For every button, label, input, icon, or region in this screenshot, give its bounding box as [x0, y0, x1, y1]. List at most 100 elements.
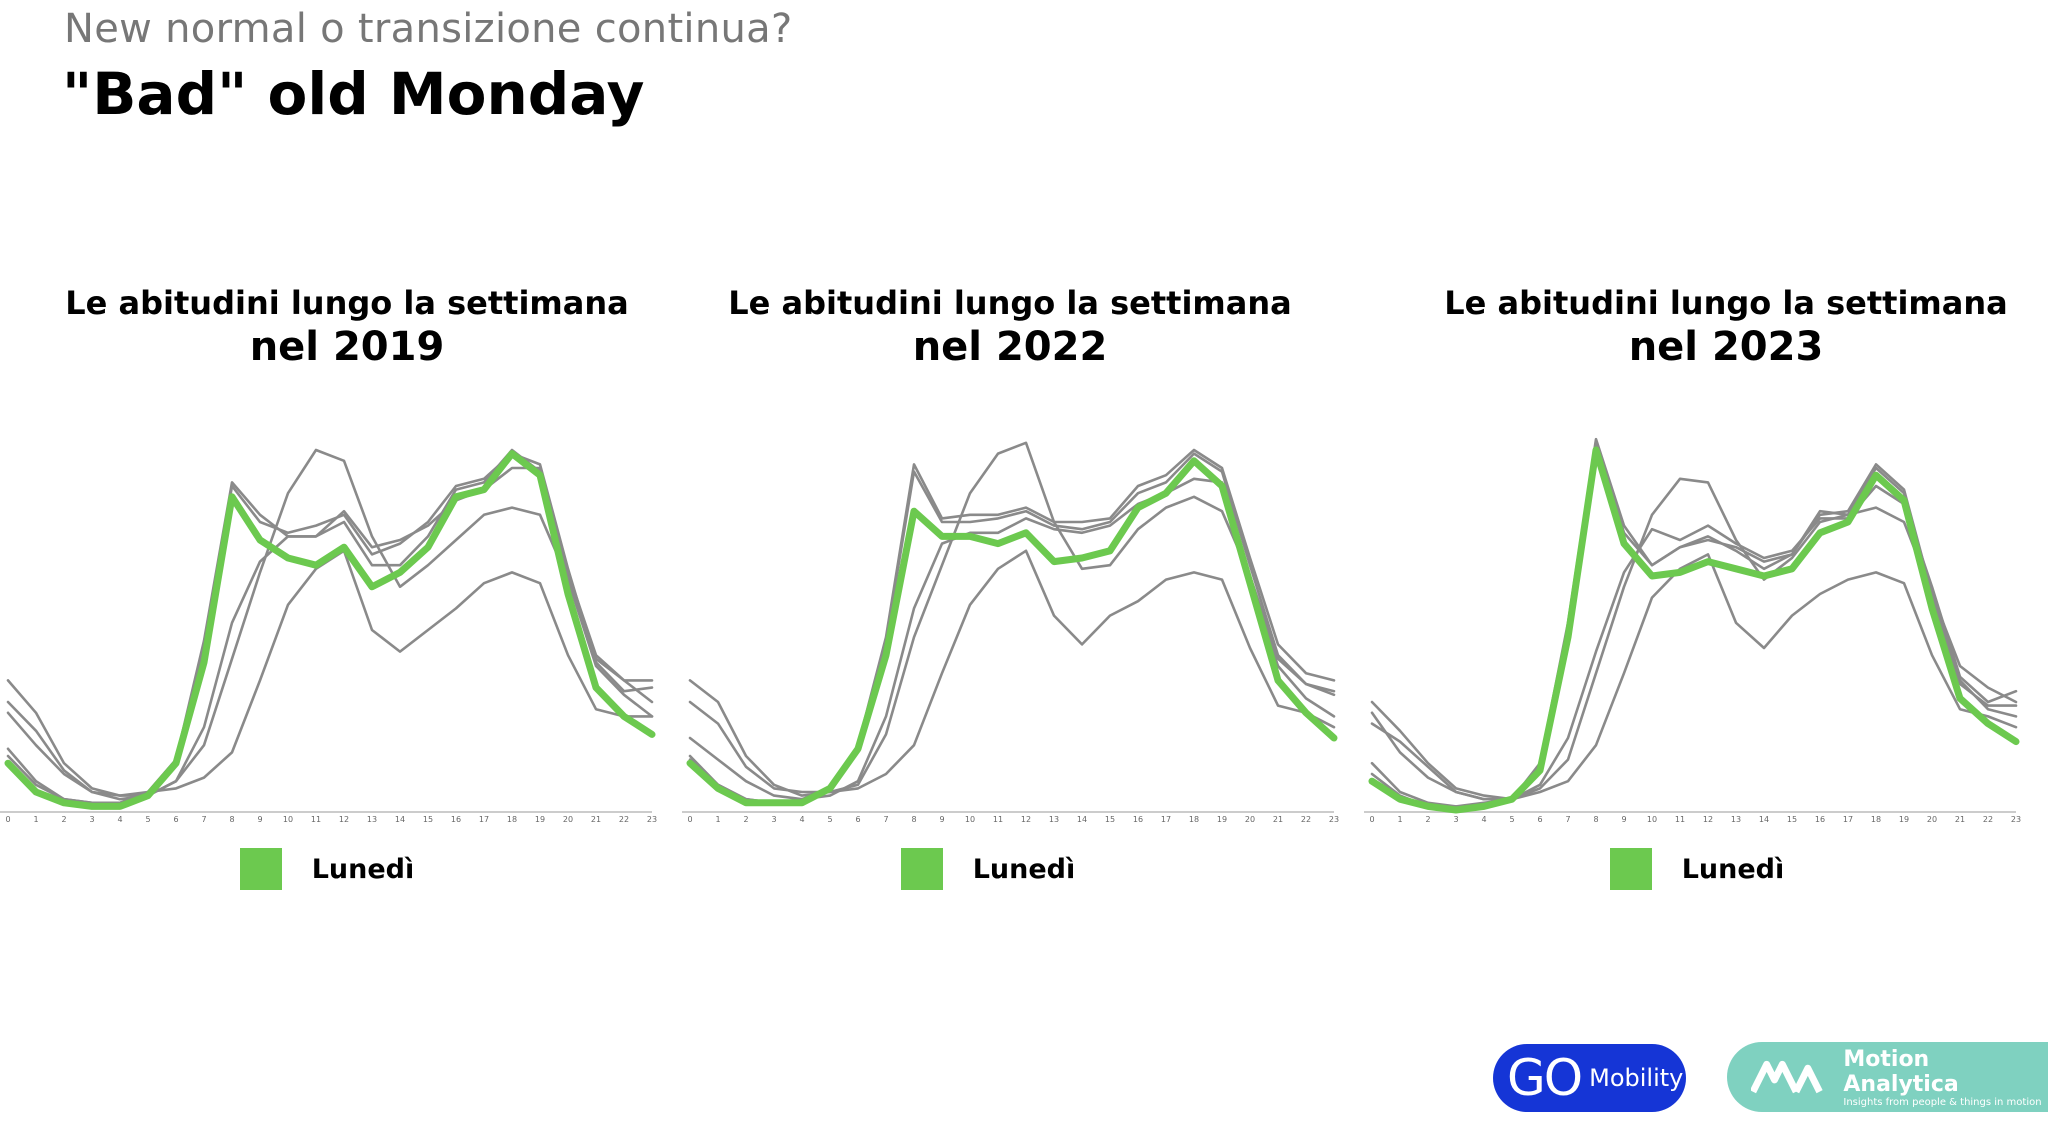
x-tick-label: 4 — [117, 815, 122, 824]
x-tick-label: 19 — [1899, 815, 1909, 824]
x-tick-label: 18 — [1871, 815, 1881, 824]
x-tick-label: 16 — [1815, 815, 1825, 824]
line-chart-2022: 0 1 2 3 4 5 6 7 8 9 10 11 12 13 14 15 16 17 18 19 20 21 22 23 — [682, 441, 1339, 824]
x-tick-label: 2 — [743, 815, 748, 824]
chart-legend: Lunedì — [1367, 848, 2027, 890]
chart-legend: Lunedì — [658, 848, 1318, 890]
series-line-lunedi — [4, 450, 656, 810]
ma-title: Motion Analytica — [1843, 1046, 1959, 1097]
chart-heading: Le abitudini lungo la settimana nel 2023 — [1396, 282, 2048, 370]
x-tick-label: 19 — [1217, 815, 1227, 824]
x-tick-label: 20 — [1245, 815, 1255, 824]
series-line-other-day — [688, 549, 1336, 794]
chart-title-year: nel 2019 — [249, 324, 445, 370]
x-tick-label: 10 — [1647, 815, 1657, 824]
x-tick-label: 5 — [145, 815, 150, 824]
x-tick-label: 21 — [1273, 815, 1283, 824]
motion-analytica-mark-icon — [1751, 1060, 1823, 1094]
legend-swatch — [1609, 848, 1652, 890]
x-tick-label: 9 — [1621, 815, 1626, 824]
chart-legend: Lunedì — [0, 848, 657, 890]
chart-heading: Le abitudini lungo la settimana nel 2022 — [680, 282, 1340, 370]
x-tick-label: 5 — [1509, 815, 1514, 824]
x-tick-label: 21 — [1955, 815, 1965, 824]
x-tick-label: 14 — [395, 815, 405, 824]
x-tick-label: 8 — [1593, 815, 1598, 824]
x-tick-label: 23 — [1329, 815, 1339, 824]
x-tick-label: 10 — [965, 815, 975, 824]
x-tick-label: 6 — [855, 815, 860, 824]
x-tick-label: 2 — [61, 815, 66, 824]
x-tick-label: 0 — [1369, 815, 1374, 824]
series-line-lunedi — [686, 457, 1338, 807]
series-line-other-day — [6, 448, 654, 805]
chart-title-line1: Le abitudini lungo la settimana — [1444, 284, 2008, 322]
x-tick-label: 22 — [1983, 815, 1993, 824]
x-tick-label: 18 — [507, 815, 517, 824]
x-tick-label: 22 — [1301, 815, 1311, 824]
x-tick-label: 16 — [1133, 815, 1143, 824]
go-mark: GO — [1507, 1049, 1583, 1107]
legend-label: Lunedì — [972, 853, 1076, 885]
x-tick-label: 7 — [883, 815, 888, 824]
x-tick-label: 15 — [423, 815, 433, 824]
series-line-other-day — [6, 448, 654, 797]
x-tick-label: 7 — [201, 815, 206, 824]
x-tick-label: 15 — [1787, 815, 1797, 824]
x-tick-label: 11 — [1675, 815, 1685, 824]
x-tick-label: 12 — [339, 815, 349, 824]
x-tick-label: 4 — [799, 815, 804, 824]
x-tick-label: 12 — [1021, 815, 1031, 824]
x-tick-label: 5 — [827, 815, 832, 824]
x-tick-label: 17 — [1843, 815, 1853, 824]
series-line-other-day — [688, 452, 1336, 805]
legend-label: Lunedì — [1681, 853, 1785, 885]
series-line-lunedi — [1368, 446, 2020, 814]
x-tick-label: 2 — [1425, 815, 1430, 824]
chart-title-line1: Le abitudini lungo la settimana — [728, 284, 1292, 322]
x-tick-label: 1 — [33, 815, 38, 824]
x-tick-label: 18 — [1189, 815, 1199, 824]
x-tick-label: 14 — [1077, 815, 1087, 824]
x-tick-label: 20 — [1927, 815, 1937, 824]
x-tick-label: 23 — [2011, 815, 2021, 824]
x-tick-label: 0 — [687, 815, 692, 824]
series-line-other-day — [1370, 477, 2018, 801]
legend-swatch — [900, 848, 943, 890]
x-tick-label: 22 — [619, 815, 629, 824]
motion-analytica-logo: Motion Analytica Insights from people & … — [1727, 1042, 2048, 1112]
series-line-other-day — [6, 549, 654, 797]
slide-title: "Bad" old Monday — [62, 60, 645, 128]
line-chart-2023: 0 1 2 3 4 5 6 7 8 9 10 11 12 13 14 15 16 17 18 19 20 21 22 23 — [1364, 437, 2021, 824]
x-tick-label: 7 — [1565, 815, 1570, 824]
go-mobility-logo: GO Mobility — [1493, 1044, 1686, 1112]
chart-heading: Le abitudini lungo la settimana nel 2019 — [17, 282, 677, 370]
x-tick-label: 6 — [173, 815, 178, 824]
series-line-other-day — [1370, 553, 2018, 801]
series-line-other-day — [1370, 484, 2018, 801]
x-tick-label: 15 — [1105, 815, 1115, 824]
chart-panel-2022: Le abitudini lungo la settimana nel 2022… — [682, 0, 1342, 1141]
x-tick-label: 20 — [563, 815, 573, 824]
x-tick-label: 9 — [257, 815, 262, 824]
x-tick-label: 23 — [647, 815, 657, 824]
x-tick-label: 13 — [1731, 815, 1741, 824]
x-tick-label: 3 — [89, 815, 94, 824]
chart-title-year: nel 2022 — [912, 324, 1108, 370]
x-tick-label: 4 — [1481, 815, 1486, 824]
x-tick-label: 8 — [229, 815, 234, 824]
x-tick-label: 21 — [591, 815, 601, 824]
ma-tagline: Insights from people & things in motion — [1843, 1096, 2042, 1108]
x-tick-label: 13 — [1049, 815, 1059, 824]
go-power-icon: GO — [1507, 1049, 1583, 1107]
chart-title-line1: Le abitudini lungo la settimana — [65, 284, 629, 322]
x-tick-label: 13 — [367, 815, 377, 824]
x-tick-label: 3 — [1453, 815, 1458, 824]
x-tick-label: 9 — [939, 815, 944, 824]
deck-subtitle: New normal o transizione continua? — [64, 6, 793, 52]
x-tick-label: 6 — [1537, 815, 1542, 824]
x-tick-label: 8 — [911, 815, 916, 824]
series-line-other-day — [688, 441, 1336, 797]
chart-title-year: nel 2023 — [1628, 324, 1824, 370]
x-tick-label: 0 — [5, 815, 10, 824]
